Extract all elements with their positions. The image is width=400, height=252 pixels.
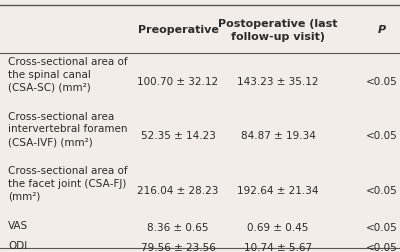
Text: 216.04 ± 28.23: 216.04 ± 28.23 bbox=[137, 185, 219, 195]
Text: 79.56 ± 23.56: 79.56 ± 23.56 bbox=[140, 242, 216, 252]
Text: <0.05: <0.05 bbox=[366, 242, 398, 252]
Text: 0.69 ± 0.45: 0.69 ± 0.45 bbox=[247, 223, 309, 233]
Text: Preoperative: Preoperative bbox=[138, 25, 218, 35]
Text: 143.23 ± 35.12: 143.23 ± 35.12 bbox=[237, 76, 319, 86]
Text: 100.70 ± 32.12: 100.70 ± 32.12 bbox=[138, 76, 218, 86]
Text: 10.74 ± 5.67: 10.74 ± 5.67 bbox=[244, 242, 312, 252]
Text: <0.05: <0.05 bbox=[366, 185, 398, 195]
Text: 192.64 ± 21.34: 192.64 ± 21.34 bbox=[237, 185, 319, 195]
Text: 52.35 ± 14.23: 52.35 ± 14.23 bbox=[140, 131, 216, 141]
Text: 8.36 ± 0.65: 8.36 ± 0.65 bbox=[147, 223, 209, 233]
Text: ODI: ODI bbox=[8, 240, 27, 250]
Text: <0.05: <0.05 bbox=[366, 131, 398, 141]
Text: <0.05: <0.05 bbox=[366, 223, 398, 233]
Text: Postoperative (last
follow-up visit): Postoperative (last follow-up visit) bbox=[218, 19, 338, 41]
Text: 84.87 ± 19.34: 84.87 ± 19.34 bbox=[240, 131, 316, 141]
Text: <0.05: <0.05 bbox=[366, 76, 398, 86]
Text: Cross-sectional area
intervertebral foramen
(CSA‐IVF) (mm²): Cross-sectional area intervertebral fora… bbox=[8, 111, 128, 147]
Text: P: P bbox=[378, 25, 386, 35]
Text: Cross-sectional area of
the facet joint (CSA‐FJ)
(mm²): Cross-sectional area of the facet joint … bbox=[8, 166, 128, 201]
Text: Cross-sectional area of
the spinal canal
(CSA‐SC) (mm²): Cross-sectional area of the spinal canal… bbox=[8, 57, 128, 92]
Text: VAS: VAS bbox=[8, 220, 28, 230]
